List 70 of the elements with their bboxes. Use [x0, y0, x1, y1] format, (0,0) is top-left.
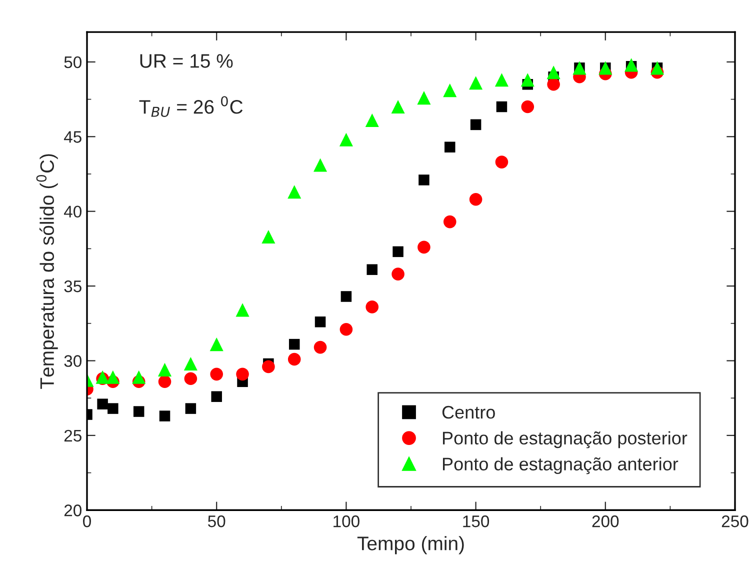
- point: [288, 185, 302, 199]
- x-axis-title: Tempo (min): [357, 536, 464, 554]
- point: [211, 391, 222, 402]
- x-tick-label: 250: [722, 515, 748, 528]
- point: [521, 100, 534, 114]
- point: [210, 338, 224, 352]
- annotation: UR = 15 %: [140, 54, 233, 68]
- point: [624, 58, 638, 72]
- x-tick-label: 150: [463, 515, 490, 528]
- point: [417, 91, 431, 105]
- point: [391, 100, 405, 114]
- legend-label: Ponto de estagnação anterior: [442, 457, 678, 474]
- y-tick-label: 40: [64, 206, 82, 218]
- x-tick-label: 0: [83, 515, 91, 528]
- point: [366, 300, 379, 314]
- y-tick-label: 20: [64, 504, 82, 516]
- point: [159, 410, 170, 422]
- point: [158, 375, 172, 388]
- legend-label: Centro: [442, 406, 495, 419]
- point: [185, 403, 196, 414]
- point: [547, 78, 560, 91]
- point: [314, 316, 326, 328]
- point: [158, 362, 172, 376]
- point: [236, 303, 250, 317]
- y-tick-label: 35: [64, 280, 82, 292]
- point: [392, 246, 404, 258]
- point: [288, 338, 300, 350]
- point: [546, 66, 560, 80]
- point: [340, 322, 353, 336]
- point: [444, 142, 456, 152]
- point: [314, 158, 328, 172]
- point: [469, 192, 482, 206]
- point: [106, 370, 120, 384]
- point: [314, 340, 327, 354]
- point: [418, 240, 430, 254]
- point: [443, 84, 457, 98]
- x-tick-label: 100: [334, 515, 360, 528]
- point: [469, 76, 483, 90]
- point: [418, 174, 430, 186]
- point: [392, 268, 404, 280]
- point: [520, 73, 534, 87]
- legend-label: Ponto de estagnação posterior: [442, 431, 688, 448]
- point: [210, 368, 223, 381]
- point: [262, 230, 276, 244]
- annotation: T$_{BU}$ = 26 $^{0}$C: [139, 96, 243, 117]
- y-tick-label: 50: [64, 56, 82, 68]
- point: [365, 113, 379, 127]
- x-tick-label: 50: [208, 515, 226, 528]
- point: [496, 101, 508, 112]
- point: [184, 356, 198, 370]
- point: [443, 215, 456, 228]
- point: [470, 119, 482, 130]
- y-axis-title: Temperatura do sólido ($^{0}$C): [36, 154, 58, 389]
- point: [340, 291, 352, 302]
- point: [133, 406, 144, 417]
- point: [132, 370, 146, 384]
- point: [339, 132, 353, 146]
- y-tick-label: 45: [64, 131, 82, 143]
- point: [366, 264, 378, 275]
- point: [236, 368, 249, 381]
- y-tick-label: 30: [64, 355, 82, 367]
- point: [108, 403, 118, 414]
- point: [494, 73, 508, 87]
- point: [495, 156, 508, 168]
- point: [184, 372, 198, 386]
- x-tick-label: 200: [592, 515, 619, 528]
- point: [97, 398, 108, 410]
- point: [288, 352, 301, 366]
- point: [262, 360, 275, 374]
- y-tick-label: 25: [64, 430, 82, 442]
